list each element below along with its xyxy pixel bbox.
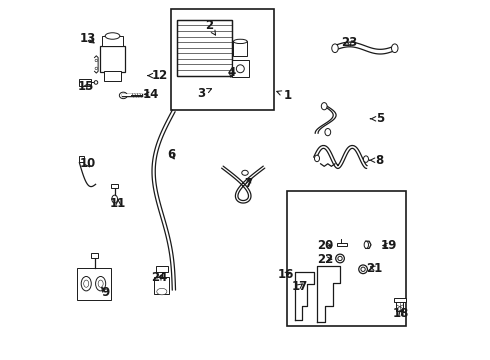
Ellipse shape: [120, 92, 127, 99]
Bar: [232, 60, 249, 77]
Polygon shape: [95, 56, 98, 73]
Bar: [394, 298, 406, 302]
Ellipse shape: [84, 280, 89, 287]
Bar: [176, 20, 232, 76]
Text: 17: 17: [291, 280, 308, 293]
Text: 18: 18: [392, 307, 409, 320]
Bar: [396, 299, 403, 311]
Ellipse shape: [336, 254, 344, 263]
Text: 10: 10: [79, 157, 96, 170]
Text: 16: 16: [278, 268, 294, 281]
Ellipse shape: [361, 267, 365, 271]
Ellipse shape: [112, 195, 118, 203]
Text: 9: 9: [101, 286, 110, 299]
Bar: [111, 184, 118, 188]
Ellipse shape: [315, 155, 319, 162]
Bar: [154, 277, 170, 294]
Ellipse shape: [242, 170, 248, 175]
Bar: [104, 71, 121, 81]
Text: 1: 1: [277, 89, 292, 102]
Bar: [171, 9, 274, 110]
Text: 15: 15: [78, 80, 94, 93]
Text: 4: 4: [227, 66, 236, 78]
Bar: [91, 253, 98, 258]
Text: 2: 2: [205, 19, 216, 35]
Text: 12: 12: [148, 69, 168, 82]
Ellipse shape: [321, 103, 327, 110]
Ellipse shape: [338, 256, 342, 261]
Bar: [337, 243, 347, 246]
Ellipse shape: [96, 276, 106, 291]
Text: 7: 7: [245, 177, 253, 190]
Text: 21: 21: [367, 262, 383, 275]
Ellipse shape: [105, 33, 120, 39]
Bar: [100, 46, 125, 72]
Text: 22: 22: [318, 253, 334, 266]
Text: 13: 13: [79, 32, 96, 45]
Text: 8: 8: [369, 154, 383, 167]
Text: 3: 3: [197, 87, 212, 100]
Text: 14: 14: [143, 88, 159, 101]
Text: 23: 23: [341, 36, 358, 49]
Text: 19: 19: [381, 239, 397, 252]
Bar: [102, 36, 123, 46]
Text: 5: 5: [370, 112, 384, 125]
Ellipse shape: [81, 276, 91, 291]
Bar: [233, 41, 247, 56]
Ellipse shape: [98, 280, 103, 287]
Ellipse shape: [157, 288, 167, 295]
Ellipse shape: [95, 67, 98, 70]
Ellipse shape: [233, 39, 247, 44]
Ellipse shape: [94, 81, 98, 84]
Ellipse shape: [364, 241, 368, 248]
Text: 20: 20: [318, 239, 334, 252]
Bar: [176, 20, 232, 76]
Ellipse shape: [364, 156, 368, 162]
Ellipse shape: [359, 265, 368, 274]
Bar: [288, 191, 406, 326]
Bar: [79, 79, 91, 86]
Ellipse shape: [325, 129, 331, 136]
Ellipse shape: [236, 65, 245, 73]
Text: 11: 11: [110, 197, 126, 210]
Bar: [79, 156, 84, 162]
Ellipse shape: [332, 44, 338, 53]
Bar: [77, 268, 111, 300]
Text: 6: 6: [167, 148, 175, 161]
Ellipse shape: [392, 44, 398, 53]
Text: 24: 24: [151, 271, 168, 284]
Bar: [156, 266, 168, 272]
Ellipse shape: [95, 59, 98, 62]
